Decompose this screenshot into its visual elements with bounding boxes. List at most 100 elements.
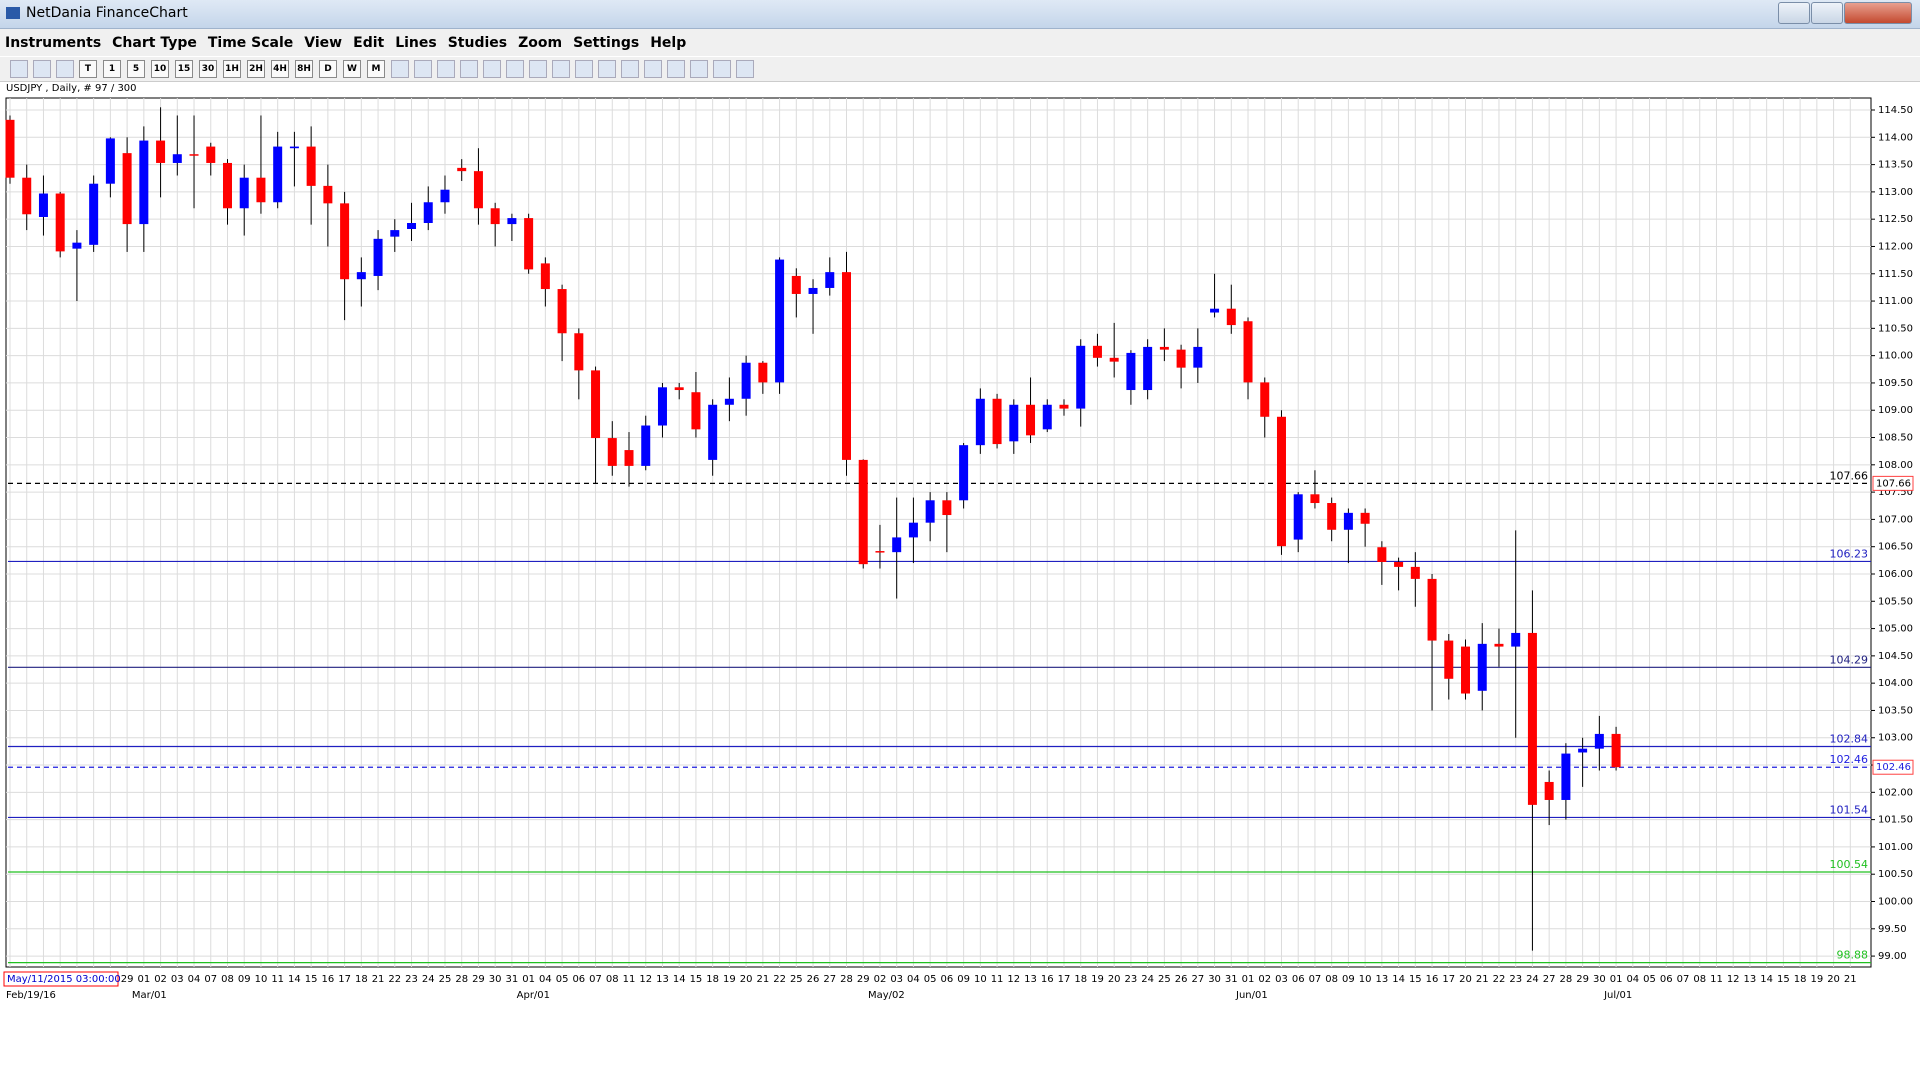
window-title: NetDania FinanceChart — [26, 5, 188, 21]
candle-body — [1561, 753, 1571, 800]
candle-body — [1511, 632, 1521, 647]
tool-icon[interactable] — [33, 60, 51, 78]
candle-body — [1126, 352, 1136, 391]
tool-icon[interactable] — [56, 60, 74, 78]
tool-icon[interactable] — [391, 60, 409, 78]
minimize-button[interactable] — [1778, 2, 1810, 24]
axis-price-box — [1872, 759, 1914, 775]
timeframe-button[interactable]: 2H — [247, 60, 265, 78]
x-tick-label: 09 — [238, 974, 251, 985]
candle-body — [641, 425, 651, 466]
x-tick-label: 11 — [271, 974, 284, 985]
candle-body — [423, 202, 433, 224]
x-tick-label: 16 — [322, 974, 335, 985]
candle-body — [473, 171, 483, 209]
candle-body — [390, 230, 400, 237]
tool-icon[interactable] — [506, 60, 524, 78]
x-tick-label: 12 — [1727, 974, 1740, 985]
timeframe-button[interactable]: M — [367, 60, 385, 78]
x-tick-label: 16 — [1426, 974, 1439, 985]
maximize-button[interactable] — [1811, 2, 1843, 24]
x-tick-label: 10 — [974, 974, 987, 985]
candle-body — [524, 218, 534, 270]
tool-icon[interactable] — [10, 60, 28, 78]
timeframe-button[interactable]: W — [343, 60, 361, 78]
menu-item[interactable]: Settings — [573, 34, 640, 51]
x-tick-label: 09 — [957, 974, 970, 985]
tool-icon[interactable] — [598, 60, 616, 78]
tool-icon[interactable] — [460, 60, 478, 78]
timeframe-button[interactable]: 30 — [199, 60, 217, 78]
candle-body — [1461, 646, 1471, 694]
menu-item[interactable]: Studies — [447, 34, 508, 51]
menu-item[interactable]: Zoom — [518, 34, 563, 51]
candle-body — [323, 185, 333, 204]
tool-icon[interactable] — [437, 60, 455, 78]
timeframe-button[interactable]: 5 — [127, 60, 145, 78]
timeframe-button[interactable]: 1 — [103, 60, 121, 78]
y-tick-label: 108.00 — [1878, 460, 1913, 471]
timeframe-button[interactable]: T — [79, 60, 97, 78]
timeframe-button[interactable]: 8H — [295, 60, 313, 78]
menu-item[interactable]: Help — [650, 34, 687, 51]
tool-icon[interactable] — [552, 60, 570, 78]
tool-icon[interactable] — [575, 60, 593, 78]
menu-item[interactable]: Time Scale — [207, 34, 294, 51]
y-tick-label: 107.00 — [1878, 514, 1913, 525]
x-tick-label: 14 — [1392, 974, 1405, 985]
menu-item[interactable]: View — [304, 34, 343, 51]
title-bar: NetDania FinanceChart — [0, 0, 1920, 29]
candle-body — [407, 223, 417, 230]
tool-icon[interactable] — [414, 60, 432, 78]
candle-body — [1410, 566, 1420, 579]
menu-item[interactable]: Edit — [353, 34, 385, 51]
y-tick-label: 108.50 — [1878, 433, 1913, 444]
x-tick-label: 14 — [673, 974, 686, 985]
x-tick-label: 17 — [338, 974, 351, 985]
tool-icon[interactable] — [713, 60, 731, 78]
candle-body — [22, 177, 32, 215]
tool-icon[interactable] — [667, 60, 685, 78]
candle-body — [72, 242, 82, 249]
y-tick-label: 104.00 — [1878, 678, 1913, 689]
period-label: Jul/01 — [1603, 990, 1632, 1001]
x-tick-label: 22 — [388, 974, 401, 985]
timeframe-button[interactable]: 15 — [175, 60, 193, 78]
x-tick-label: 24 — [1526, 974, 1539, 985]
y-tick-label: 112.50 — [1878, 214, 1913, 225]
candle-body — [1243, 321, 1253, 383]
tool-icon[interactable] — [483, 60, 501, 78]
tool-icon[interactable] — [529, 60, 547, 78]
y-tick-label: 101.00 — [1878, 842, 1913, 853]
menu-item[interactable]: Chart Type — [112, 34, 197, 51]
candle-body — [724, 398, 734, 405]
tool-icon[interactable] — [621, 60, 639, 78]
x-tick-label: 23 — [1125, 974, 1138, 985]
axis-price-box — [1872, 475, 1914, 491]
candle-body — [306, 146, 316, 186]
candle-body — [156, 140, 166, 163]
tool-icon[interactable] — [736, 60, 754, 78]
tool-icon[interactable] — [644, 60, 662, 78]
candle-body — [540, 263, 550, 290]
candle-body — [1109, 357, 1119, 362]
axis-price-label: 107.66 — [1876, 478, 1911, 489]
candle-body — [607, 438, 617, 466]
tool-icon[interactable] — [690, 60, 708, 78]
candle-body — [1611, 733, 1621, 768]
timeframe-button[interactable]: D — [319, 60, 337, 78]
menu-item[interactable]: Lines — [395, 34, 437, 51]
x-tick-label: 07 — [204, 974, 217, 985]
timeframe-button[interactable]: 4H — [271, 60, 289, 78]
candle-body — [340, 203, 350, 280]
x-tick-label: 18 — [706, 974, 719, 985]
close-button[interactable] — [1844, 2, 1912, 24]
timeframe-button[interactable]: 10 — [151, 60, 169, 78]
x-tick-label: 20 — [1108, 974, 1121, 985]
candle-body — [708, 404, 718, 460]
timeframe-button[interactable]: 1H — [223, 60, 241, 78]
x-tick-label: 16 — [1041, 974, 1054, 985]
x-tick-label: 12 — [1007, 974, 1020, 985]
menu-item[interactable]: Instruments — [5, 34, 102, 51]
x-tick-label: 21 — [1844, 974, 1857, 985]
